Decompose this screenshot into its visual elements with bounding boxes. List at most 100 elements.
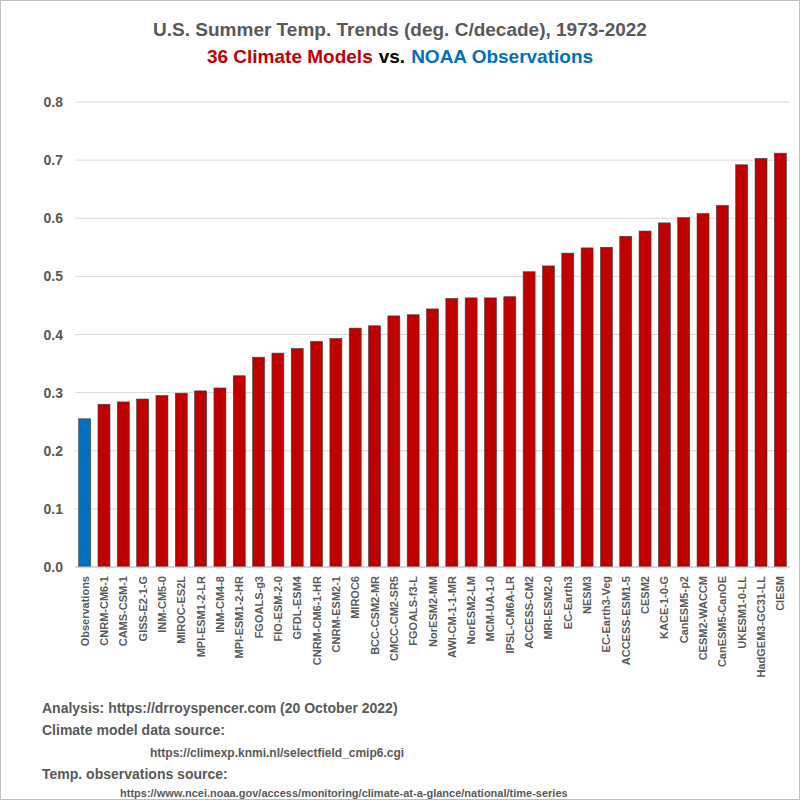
annotation: https://www.ncei.noaa.gov/access/monitor…	[120, 787, 568, 799]
y-tick-label: 0.1	[44, 501, 64, 517]
bar	[349, 328, 361, 567]
x-tick-label: EC-Earth3	[562, 576, 574, 629]
bar	[774, 153, 786, 567]
x-tick-label: EC-Earth3-Veg	[600, 576, 612, 652]
y-tick-label: 0.2	[44, 443, 64, 459]
x-tick-label: MIROC6	[349, 576, 361, 619]
bar	[388, 316, 400, 567]
x-tick-label: CESM2-WACCM	[697, 576, 709, 660]
bar	[504, 297, 516, 567]
x-tick-label: AWI-CM-1-1-MR	[446, 576, 458, 658]
bar	[291, 348, 303, 567]
bar	[137, 399, 149, 567]
x-tick-label: BCC-CSM2-MR	[369, 576, 381, 655]
x-tick-label: CanESM5-p2	[678, 576, 690, 643]
bar	[736, 165, 748, 567]
bar	[407, 315, 419, 567]
bar	[620, 236, 632, 567]
bar	[562, 253, 574, 567]
bar	[98, 404, 110, 567]
x-tick-label: CESM2	[639, 576, 651, 614]
x-tick-label: FGOALS-f3-L	[407, 576, 419, 646]
x-tick-label: CNRM-CM6-1	[98, 576, 110, 646]
x-tick-label: GISS-E2-1-G	[137, 576, 149, 641]
bar	[214, 388, 226, 567]
x-tick-label: HadGEM3-GC31-LL	[755, 576, 767, 678]
x-tick-label: CNRM-ESM2-1	[330, 576, 342, 652]
x-tick-label: MCM-UA-1-0	[484, 576, 496, 641]
bar	[330, 339, 342, 567]
x-tick-label: NorESM2-MM	[427, 576, 439, 647]
y-tick-label: 0.3	[44, 385, 64, 401]
x-tick-label: MPI-ESM1-2-LR	[195, 576, 207, 657]
bar	[755, 158, 767, 567]
bar	[175, 393, 187, 567]
bar	[156, 396, 168, 567]
bar	[369, 326, 381, 567]
bar	[427, 309, 439, 567]
bar	[542, 266, 554, 567]
bar	[639, 231, 651, 567]
x-axis	[75, 567, 790, 568]
x-tick-label: FGOALS-g3	[253, 576, 265, 638]
bar	[272, 353, 284, 567]
x-tick-label: ACCESS-ESM1-5	[620, 576, 632, 665]
bar	[716, 205, 728, 567]
x-tick-label: KACE-1-0-G	[658, 576, 670, 639]
bar	[600, 247, 612, 567]
frame	[1, 1, 800, 800]
bar	[311, 341, 323, 567]
x-tick-label: MIROC-ES2L	[175, 576, 187, 644]
bar	[233, 376, 245, 567]
x-tick-label: NorESM2-LM	[465, 576, 477, 644]
x-tick-label: UKESM1-0-LL	[736, 576, 748, 649]
y-tick-label: 0.5	[44, 268, 64, 284]
x-tick-label: ACCESS-CM2	[523, 576, 535, 649]
annotation: Analysis: https://drroyspencer.com (20 O…	[42, 700, 398, 716]
bar	[253, 357, 265, 567]
subtitle-part: NOAA Observations	[411, 46, 593, 67]
x-tick-label: MRI-ESM2-0	[542, 576, 554, 640]
bar	[484, 298, 496, 567]
title: U.S. Summer Temp. Trends (deg. C/decade)…	[153, 19, 647, 40]
y-tick-label: 0.0	[44, 559, 64, 575]
grid-line	[75, 160, 790, 161]
x-tick-label: INM-CM5-0	[156, 576, 168, 633]
bar	[697, 214, 709, 567]
y-tick-label: 0.8	[44, 94, 64, 110]
grid-line	[75, 567, 790, 568]
annotation: Temp. observations source:	[42, 766, 228, 782]
bar	[79, 419, 91, 567]
bar	[117, 402, 129, 567]
bar	[446, 298, 458, 567]
x-tick-label: Observations	[79, 576, 91, 646]
x-tick-label: CMCC-CM2-SR5	[388, 576, 400, 661]
x-tick-label: IPSL-CM6A-LR	[504, 576, 516, 654]
annotation: https://climexp.knmi.nl/selectfield_cmip…	[150, 746, 404, 760]
chart: U.S. Summer Temp. Trends (deg. C/decade)…	[0, 0, 800, 800]
y-tick-label: 0.7	[44, 152, 64, 168]
x-tick-label: NESM3	[581, 576, 593, 614]
x-tick-label: INM-CM4-8	[214, 576, 226, 633]
bar	[523, 272, 535, 567]
x-tick-label: CIESM	[774, 576, 786, 611]
bar	[195, 391, 207, 567]
grid-line	[75, 102, 790, 103]
y-tick-label: 0.6	[44, 210, 64, 226]
bar	[678, 218, 690, 567]
subtitle-part: vs.	[379, 46, 405, 67]
subtitle-part: 36 Climate Models	[207, 46, 373, 67]
bar	[581, 248, 593, 567]
subtitle: 36 Climate Models vs. NOAA Observations	[207, 46, 593, 67]
x-tick-label: FIO-ESM-2-0	[272, 576, 284, 641]
bar	[658, 223, 670, 567]
x-tick-label: GFDL-ESM4	[291, 575, 303, 639]
bars	[79, 153, 787, 567]
x-tick-label: CanESM5-CanOE	[716, 576, 728, 667]
y-tick-label: 0.4	[44, 327, 64, 343]
bar	[465, 298, 477, 567]
x-tick-label: CAMS-CSM-1	[117, 576, 129, 646]
annotation: Climate model data source:	[42, 722, 225, 738]
x-tick-label: MPI-ESM1-2-HR	[233, 576, 245, 659]
x-tick-label: CNRM-CM6-1-HR	[311, 576, 323, 665]
